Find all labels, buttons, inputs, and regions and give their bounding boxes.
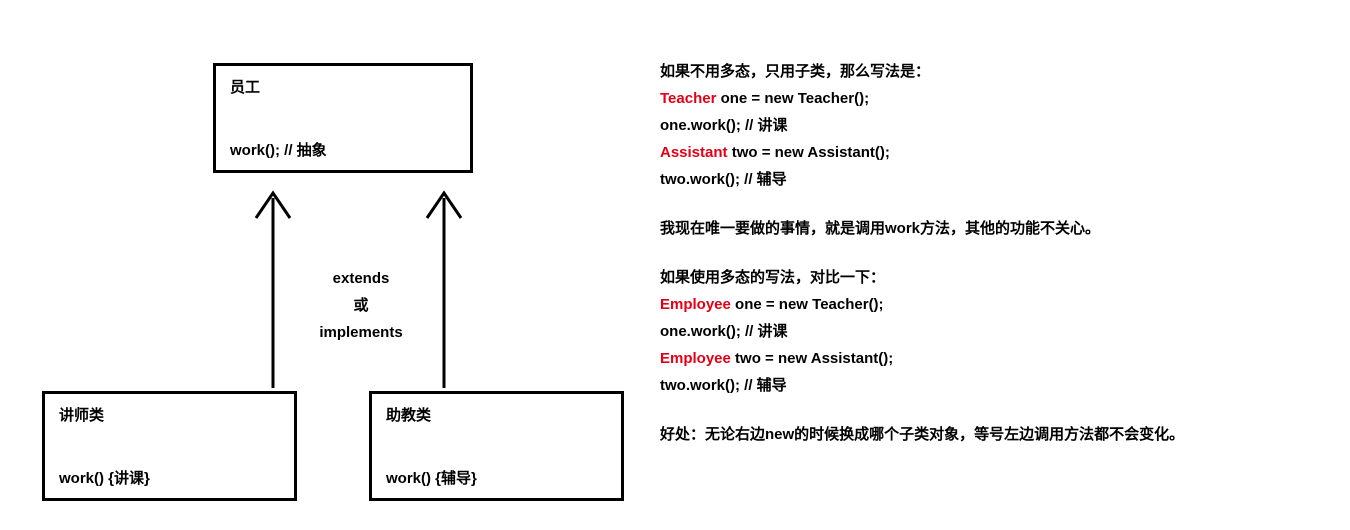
text-line: Employee two = new Assistant(); bbox=[660, 345, 1340, 372]
text-line: 如果不用多态，只用子类，那么写法是： bbox=[660, 58, 1340, 85]
text-rest: one = new Teacher(); bbox=[731, 296, 884, 313]
highlight-word: Teacher bbox=[660, 90, 716, 107]
highlight-word: Employee bbox=[660, 350, 731, 367]
relation-line3: implements bbox=[296, 319, 426, 346]
highlight-word: Employee bbox=[660, 296, 731, 313]
text-line: one.work(); // 讲课 bbox=[660, 318, 1340, 345]
explanation-text: 如果不用多态，只用子类，那么写法是： Teacher one = new Tea… bbox=[660, 58, 1340, 448]
highlight-word: Assistant bbox=[660, 144, 728, 161]
text-line: Teacher one = new Teacher(); bbox=[660, 85, 1340, 112]
text-rest: one = new Teacher(); bbox=[716, 90, 869, 107]
text-line: Assistant two = new Assistant(); bbox=[660, 139, 1340, 166]
class-diagram: 员工 work(); // 抽象 讲师类 work() {讲课} 助教类 wor… bbox=[0, 0, 640, 530]
text-line: 我现在唯一要做的事情，就是调用work方法，其他的功能不关心。 bbox=[660, 215, 1340, 242]
relationship-label: extends 或 implements bbox=[296, 265, 426, 346]
text-rest: two = new Assistant(); bbox=[731, 350, 893, 367]
relation-line2: 或 bbox=[296, 292, 426, 319]
text-line: two.work(); // 辅导 bbox=[660, 166, 1340, 193]
text-rest: two = new Assistant(); bbox=[728, 144, 890, 161]
text-line: two.work(); // 辅导 bbox=[660, 372, 1340, 399]
relation-line1: extends bbox=[296, 265, 426, 292]
text-line: Employee one = new Teacher(); bbox=[660, 291, 1340, 318]
text-line: 如果使用多态的写法，对比一下： bbox=[660, 264, 1340, 291]
text-line: 好处：无论右边new的时候换成哪个子类对象，等号左边调用方法都不会变化。 bbox=[660, 421, 1340, 448]
text-line: one.work(); // 讲课 bbox=[660, 112, 1340, 139]
